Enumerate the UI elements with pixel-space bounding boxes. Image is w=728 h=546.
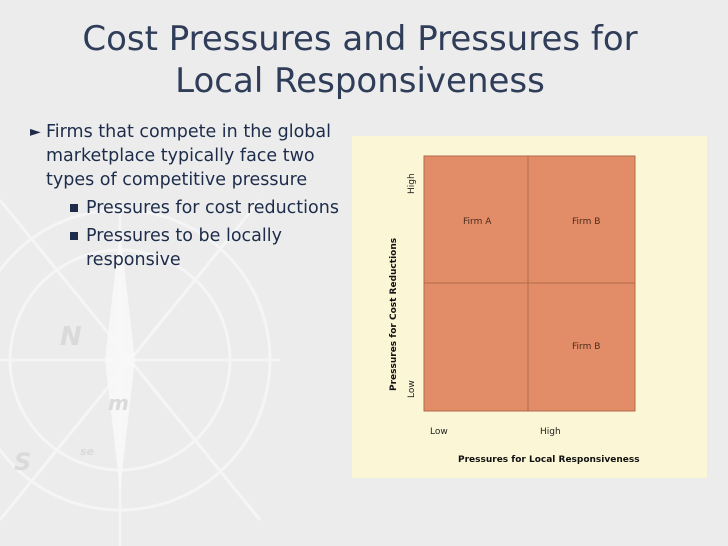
pressures-matrix: Firm A Firm B Firm B High Low Low High P… xyxy=(389,155,640,465)
matrix-cell-top-left xyxy=(423,155,529,284)
cell-label-bottom-right: Firm B xyxy=(572,342,600,352)
x-axis-title: Pressures for Local Responsiveness xyxy=(458,455,640,465)
sub-bullet-text: Pressures for cost reductions xyxy=(86,198,339,218)
x-axis-high-label: High xyxy=(540,427,561,437)
matrix-cell-bottom-left xyxy=(423,282,529,412)
sub-bullet-text: Pressures to be locally responsive xyxy=(86,226,282,270)
square-bullet-icon xyxy=(70,232,78,240)
cell-label-top-right: Firm B xyxy=(572,217,600,227)
slide-title: Cost Pressures and Pressures for Local R… xyxy=(30,18,690,102)
matrix-cell-top-right xyxy=(527,155,636,284)
compass-letter-se: se xyxy=(80,445,95,458)
compass-letter-s: S xyxy=(14,448,31,476)
pressures-matrix-figure: Firm A Firm B Firm B High Low Low High P… xyxy=(352,136,707,478)
cell-label-top-left: Firm A xyxy=(463,217,492,227)
y-axis-low-label: Low xyxy=(407,380,417,398)
right-triangle-bullet-icon: ► xyxy=(30,124,41,140)
matrix-cell-bottom-right xyxy=(527,282,636,412)
sub-bullet-item: Pressures for cost reductions xyxy=(30,196,350,220)
y-axis-title: Pressures for Cost Reductions xyxy=(389,238,399,391)
compass-letter-m: m xyxy=(108,391,129,415)
title-line-2: Local Responsiveness xyxy=(175,61,545,101)
x-axis-low-label: Low xyxy=(430,427,448,437)
bullet-main-text: Firms that compete in the global marketp… xyxy=(46,122,331,190)
title-line-1: Cost Pressures and Pressures for xyxy=(82,19,638,59)
compass-letter-n: N xyxy=(60,322,82,352)
sub-bullet-item: Pressures to be locally responsive xyxy=(30,224,350,272)
bullet-list: ► Firms that compete in the global marke… xyxy=(30,120,350,276)
sub-bullet-list: Pressures for cost reductions Pressures … xyxy=(30,196,350,272)
y-axis-high-label: High xyxy=(407,173,417,194)
square-bullet-icon xyxy=(70,204,78,212)
bullet-main: ► Firms that compete in the global marke… xyxy=(30,120,350,192)
